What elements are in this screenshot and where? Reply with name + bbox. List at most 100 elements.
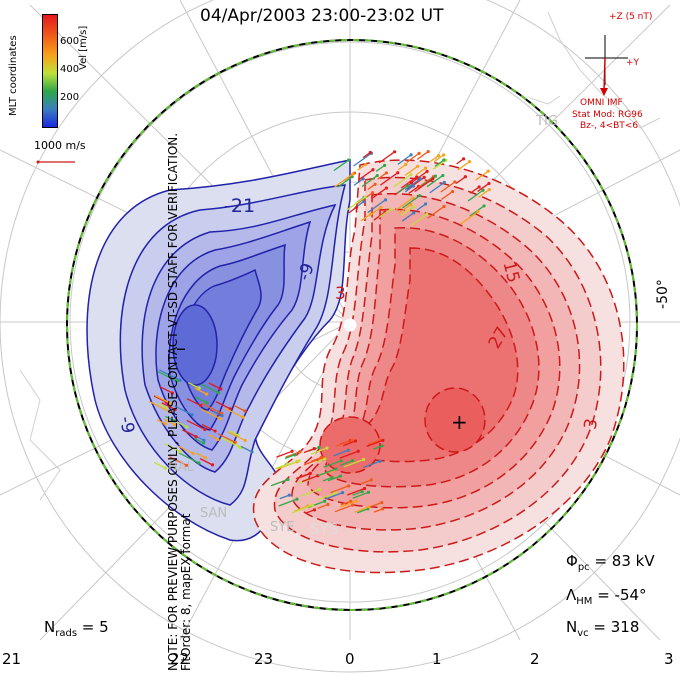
coastlines — [19, 11, 661, 501]
velocity-vector — [299, 473, 311, 479]
velocity-vector — [159, 369, 181, 381]
velocity-vector — [157, 371, 178, 382]
velocity-vector-origin — [384, 186, 389, 190]
velocity-vector — [411, 170, 428, 184]
velocity-vector — [339, 450, 359, 459]
mlt-tick-3: 3 — [664, 650, 674, 668]
velocity-vector-origin — [418, 177, 422, 181]
velocity-vector — [401, 212, 415, 222]
velocity-vector — [406, 152, 420, 163]
velocity-vector-origin — [190, 413, 194, 417]
reference-vector-line — [36, 160, 75, 164]
velocity-vector-origin — [453, 180, 457, 184]
velocity-vector — [357, 164, 366, 171]
velocity-vector — [426, 174, 444, 188]
velocity-vector — [157, 402, 168, 409]
velocity-vector-origin — [317, 487, 322, 491]
velocity-vector-origin — [392, 150, 397, 154]
velocity-vector — [300, 488, 320, 497]
velocity-vector — [327, 475, 341, 482]
velocity-vector-origin — [378, 459, 382, 463]
velocity-vector-origin — [197, 461, 201, 465]
velocity-vector — [178, 445, 194, 455]
velocity-vector-origin — [213, 429, 217, 433]
velocity-vector — [164, 443, 181, 453]
velocity-vector — [215, 401, 231, 410]
velocity-vector — [233, 404, 246, 412]
velocity-vector — [440, 181, 456, 193]
station-tig: TIG — [536, 114, 558, 129]
velocity-vector — [404, 185, 414, 193]
velocity-vector — [478, 189, 490, 198]
velocity-vector — [354, 506, 370, 513]
potential-min-marker: – — [176, 336, 186, 360]
velocity-vector — [475, 170, 489, 181]
velocity-vector-origin — [203, 427, 207, 432]
velocity-colorbar — [42, 14, 58, 128]
contour-label-neg-21: -21 — [224, 195, 256, 217]
velocity-vector — [370, 206, 382, 215]
velocity-vector-origin — [487, 187, 491, 192]
mlt-tick-23: 23 — [254, 650, 274, 668]
velocity-vector — [212, 410, 223, 417]
velocity-vector-origin — [366, 490, 371, 494]
velocity-vector-origin — [308, 472, 312, 476]
mlt-tick-21: 21 — [2, 650, 22, 668]
velocity-vector — [378, 151, 395, 164]
velocity-vector-origin — [442, 180, 446, 185]
velocity-vector-origin — [362, 199, 366, 204]
velocity-vector-origin — [416, 164, 420, 168]
velocity-vector-origin — [199, 403, 203, 408]
nvc-value: 318 — [610, 618, 640, 636]
velocity-vector-origin — [205, 401, 209, 405]
velocity-vector — [294, 505, 308, 512]
velocity-vector-origin — [431, 177, 435, 181]
velocity-vector — [169, 456, 187, 466]
velocity-vector — [353, 178, 364, 186]
velocity-vector-origin — [423, 166, 428, 170]
velocity-vector-origin — [384, 171, 389, 175]
velocity-vector — [325, 492, 343, 500]
velocity-vector-origin — [412, 211, 416, 215]
velocity-vector — [415, 167, 426, 176]
velocity-vector — [196, 452, 206, 459]
velocity-vector — [182, 429, 197, 438]
velocity-vector-origin — [409, 153, 413, 157]
velocity-vector-origin — [178, 450, 182, 454]
pole-marker — [343, 318, 357, 332]
velocity-vector-origin — [220, 411, 224, 415]
velocity-vector — [379, 208, 392, 218]
velocity-vector — [317, 503, 329, 509]
velocity-vector — [208, 434, 219, 441]
velocity-vector — [279, 494, 290, 500]
velocity-vector-origin — [163, 422, 167, 426]
velocity-vector — [398, 203, 412, 214]
velocity-vector-origin — [467, 159, 472, 164]
velocity-vector — [240, 445, 253, 453]
velocity-vector — [441, 191, 453, 200]
velocity-vector — [284, 454, 295, 460]
velocity-vector — [457, 161, 470, 171]
velocity-vector-origin — [163, 466, 167, 470]
velocity-vector-origin — [381, 438, 385, 442]
velocity-vector-origin — [347, 484, 351, 488]
velocity-vector — [427, 205, 445, 219]
velocity-vector — [194, 437, 204, 444]
colorbar-unit: Vel [m/s] — [78, 25, 89, 70]
velocity-vector — [200, 408, 221, 420]
velocity-vector — [153, 395, 167, 403]
velocity-vector — [217, 433, 236, 443]
velocity-vector-origin — [218, 417, 222, 421]
velocity-vector-origin — [312, 447, 316, 451]
velocity-vector — [339, 500, 357, 508]
velocity-vector — [278, 498, 298, 507]
velocity-vector — [416, 151, 429, 160]
velocity-vector-origin — [203, 456, 208, 460]
velocity-vector-origin — [228, 407, 232, 411]
velocity-vector-origin — [411, 205, 416, 209]
nvc-stat: Nvc = 318 — [566, 618, 640, 639]
velocity-vector-origin — [326, 502, 330, 507]
mlt-tick-22: 22 — [170, 650, 190, 668]
velocity-vector-origin — [243, 438, 247, 443]
velocity-vector — [400, 176, 418, 189]
